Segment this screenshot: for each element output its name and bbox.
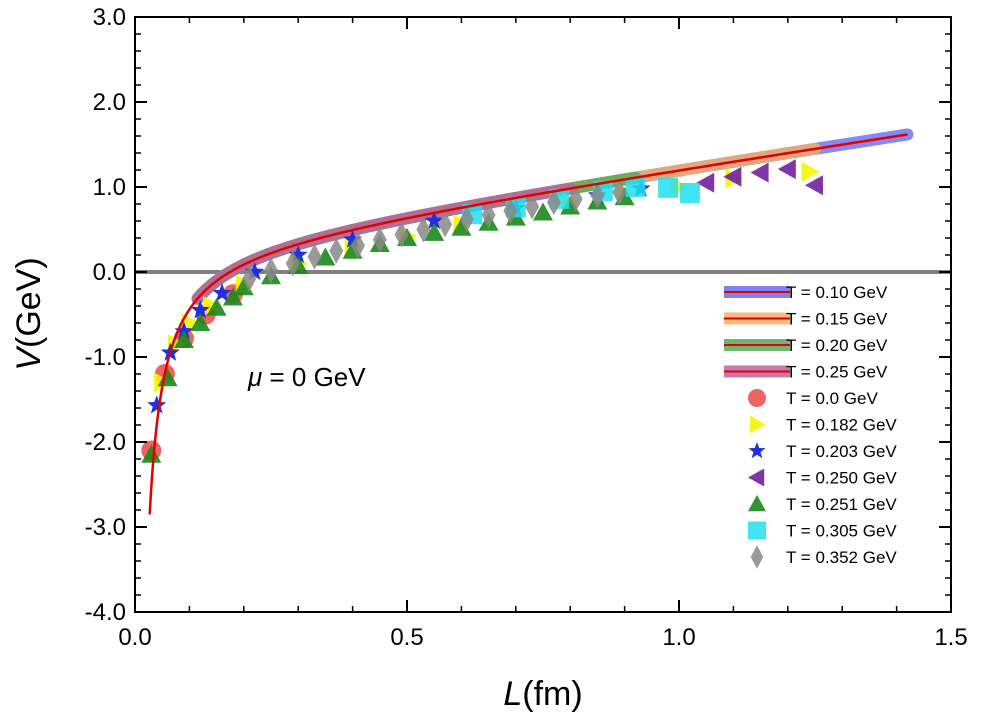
mu-value: = 0 GeV bbox=[262, 362, 366, 392]
y-tick-label: -3.0 bbox=[85, 514, 126, 541]
mu-symbol: μ bbox=[247, 362, 262, 392]
axis-ticks: 0.0 0.5 1.0 1.5 -4.0 -3.0 -2.0 -1.0 0.0 1.0 2.0 3.0 bbox=[85, 4, 968, 651]
marker-t-0-352-gev bbox=[546, 189, 561, 216]
legend-label: T = 0.251 GeV bbox=[786, 495, 897, 514]
marker-t-0-305-gev bbox=[658, 177, 679, 198]
legend-label: T = 0.352 GeV bbox=[786, 548, 897, 567]
legend-marker-t-0-305-gev bbox=[748, 521, 766, 540]
marker-t-0-203-gev bbox=[147, 395, 167, 414]
y-axis-title-unit: (GeV) bbox=[10, 257, 48, 348]
y-tick-label: 3.0 bbox=[93, 4, 126, 31]
marker-t-0-352-gev bbox=[242, 265, 257, 292]
y-tick-label: 0.0 bbox=[93, 259, 126, 286]
marker-t-0-352-gev bbox=[568, 185, 583, 212]
x-axis-title-main: L bbox=[503, 675, 522, 713]
marker-t-0-203-gev bbox=[343, 229, 363, 248]
legend-marker-t-0-0-gev bbox=[748, 389, 766, 407]
y-axis-title-main: V bbox=[10, 345, 48, 371]
marker-t-0-352-gev bbox=[612, 179, 627, 206]
x-tick-label: 0.5 bbox=[390, 624, 423, 651]
marker-t-0-203-gev bbox=[190, 300, 210, 319]
plot-frame bbox=[134, 16, 952, 613]
legend-label: T = 0.0 GeV bbox=[786, 389, 878, 408]
marker-t-0-250-gev bbox=[723, 166, 742, 187]
marker-t-0-251-gev bbox=[315, 247, 336, 266]
legend-marker-t-0-203-gev bbox=[748, 442, 766, 459]
y-tick-label: -1.0 bbox=[85, 344, 126, 371]
marker-t-0-352-gev bbox=[525, 193, 540, 220]
fit-line bbox=[148, 133, 908, 515]
marker-t-0-251-gev bbox=[222, 287, 243, 306]
marker-t-0-251-gev bbox=[424, 222, 445, 241]
legend-label: T = 0.25 GeV bbox=[786, 363, 888, 382]
legend-label: T = 0.15 GeV bbox=[786, 310, 888, 329]
marker-t-0-305-gev bbox=[625, 177, 646, 197]
y-tick-label: 1.0 bbox=[93, 174, 126, 201]
marker-t-0-352-gev bbox=[329, 237, 344, 264]
marker-t-0-251-gev bbox=[533, 202, 553, 221]
marker-t-0-251-gev bbox=[206, 297, 227, 316]
marker-t-0-352-gev bbox=[285, 250, 300, 277]
marker-t-0-352-gev bbox=[503, 197, 518, 224]
marker-t-0-251-gev bbox=[141, 444, 162, 463]
legend-marker-t-0-250-gev bbox=[748, 468, 765, 487]
scatter-markers bbox=[141, 159, 823, 463]
y-axis-title: V(GeV) bbox=[10, 257, 48, 370]
x-tick-label: 0.0 bbox=[118, 624, 151, 651]
y-tick-label: -2.0 bbox=[85, 429, 126, 456]
marker-t-0-352-gev bbox=[351, 232, 366, 259]
marker-t-0-305-gev bbox=[679, 182, 700, 203]
marker-t-0-250-gev bbox=[777, 159, 796, 180]
marker-t-0-352-gev bbox=[481, 202, 496, 229]
x-tick-label: 1.0 bbox=[662, 624, 695, 651]
x-tick-label: 1.5 bbox=[934, 624, 967, 651]
mu-annotation: μ = 0 GeV bbox=[247, 362, 366, 392]
marker-t-0-250-gev bbox=[805, 175, 823, 196]
legend-marker-t-0-182-gev bbox=[749, 415, 766, 434]
legend-label: T = 0.203 GeV bbox=[786, 442, 897, 461]
legend-label: T = 0.305 GeV bbox=[786, 522, 897, 541]
x-axis-title-unit: (fm) bbox=[522, 675, 582, 713]
marker-t-0-250-gev bbox=[696, 172, 715, 193]
marker-t-0-352-gev bbox=[416, 216, 431, 243]
marker-t-0-352-gev bbox=[372, 226, 387, 253]
marker-t-0-182-gev bbox=[801, 161, 820, 182]
marker-t-0-352-gev bbox=[307, 243, 322, 270]
marker-t-0-251-gev bbox=[173, 330, 194, 348]
fit-line-layer bbox=[148, 133, 908, 515]
marker-t-0-203-gev bbox=[245, 262, 265, 281]
legend-label: T = 0.10 GeV bbox=[786, 283, 888, 302]
marker-t-0-352-gev bbox=[438, 211, 453, 238]
marker-t-0-250-gev bbox=[750, 162, 769, 183]
legend: T = 0.10 GeV T = 0.15 GeV T = 0.20 GeV T = … bbox=[724, 283, 897, 569]
marker-t-0-352-gev bbox=[394, 221, 409, 248]
marker-t-0-352-gev bbox=[590, 182, 605, 209]
legend-label: T = 0.20 GeV bbox=[786, 336, 888, 355]
x-axis-title: L(fm) bbox=[503, 675, 582, 713]
marker-t-0-203-gev bbox=[424, 211, 444, 230]
y-tick-label: 2.0 bbox=[93, 89, 126, 116]
legend-marker-t-0-352-gev bbox=[750, 545, 764, 569]
marker-t-0-352-gev bbox=[459, 206, 474, 233]
legend-marker-t-0-251-gev bbox=[748, 495, 766, 512]
marker-t-0-352-gev bbox=[264, 257, 278, 284]
marker-t-0-203-gev bbox=[288, 245, 308, 264]
legend-label: T = 0.250 GeV bbox=[786, 469, 897, 488]
legend-label: T = 0.182 GeV bbox=[786, 416, 897, 435]
marker-t-0-251-gev bbox=[190, 313, 211, 331]
marker-t-0-203-gev bbox=[212, 283, 232, 302]
y-tick-label: -4.0 bbox=[85, 599, 126, 626]
